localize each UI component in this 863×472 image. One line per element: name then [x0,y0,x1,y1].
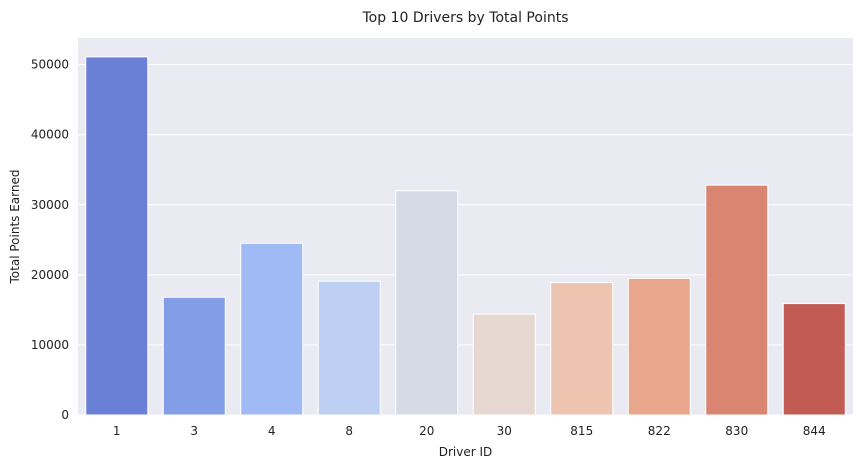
y-axis-label: Total Points Earned [8,170,22,285]
x-tick-label: 3 [190,424,198,438]
bar-driver-822 [628,278,690,415]
bar-driver-844 [783,304,845,415]
bar-driver-815 [551,283,613,415]
y-tick-label: 50000 [31,58,69,72]
x-tick-label: 830 [725,424,748,438]
y-tick-label: 30000 [31,198,69,212]
y-tick-label: 10000 [31,338,69,352]
bar-driver-1 [86,57,148,415]
y-tick-label: 40000 [31,128,69,142]
bar-driver-20 [396,191,458,415]
x-tick-label: 4 [268,424,276,438]
bar-driver-830 [706,185,768,415]
x-tick-label: 1 [113,424,121,438]
bar-driver-30 [473,314,535,415]
x-axis-ticks: 1 3 4 8 20 30 815 822 830 844 [113,424,826,438]
x-axis-label: Driver ID [439,445,493,459]
bar-driver-4 [241,243,303,415]
x-tick-label: 844 [803,424,826,438]
y-tick-label: 0 [61,408,69,422]
bar-driver-8 [318,281,380,415]
x-tick-label: 822 [648,424,671,438]
bar-driver-3 [163,297,225,415]
x-tick-label: 30 [497,424,512,438]
y-tick-label: 20000 [31,268,69,282]
x-tick-label: 20 [419,424,434,438]
x-tick-label: 8 [345,424,353,438]
chart-title: Top 10 Drivers by Total Points [362,10,569,26]
y-axis-ticks: 0 10000 20000 30000 40000 50000 [31,58,69,422]
x-tick-label: 815 [570,424,593,438]
